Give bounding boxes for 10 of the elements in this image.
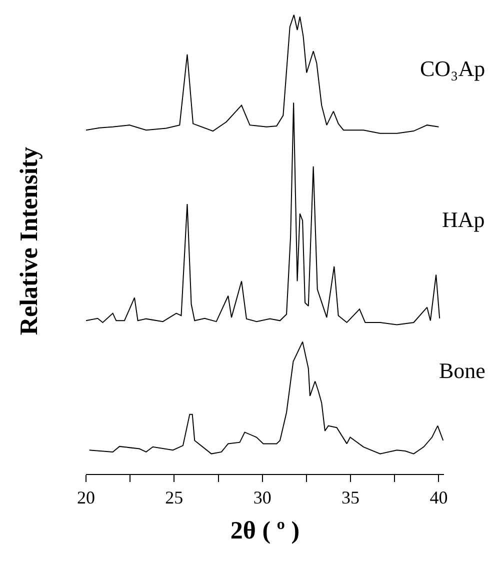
text: CO₃Ap	[420, 56, 486, 81]
x-tick-label: 30	[253, 488, 272, 508]
x-tick-label: 25	[165, 488, 184, 508]
x-axis-title: 2θ ( º )	[230, 518, 300, 545]
x-tick-label: 20	[77, 488, 95, 508]
series-label: Bone	[439, 358, 486, 383]
y-axis-title: Relative Intensity	[16, 146, 43, 336]
x-tick-label: 35	[342, 488, 360, 508]
series-label: HAp	[442, 207, 485, 232]
x-tick-label: 40	[430, 488, 448, 508]
